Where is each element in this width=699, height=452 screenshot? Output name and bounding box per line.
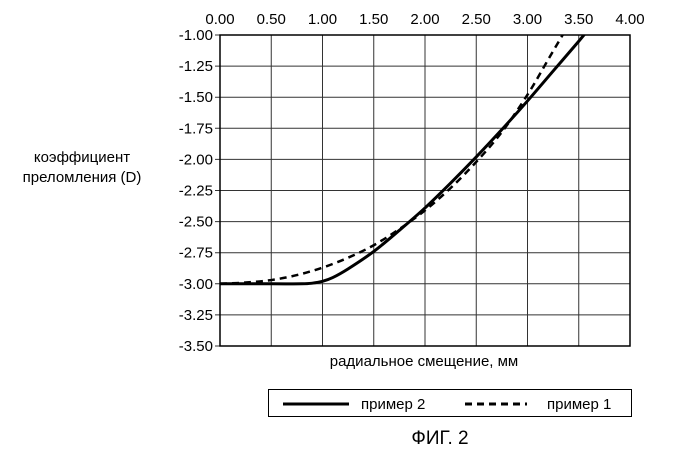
y-tick-label: -1.25 bbox=[179, 58, 213, 75]
legend-label-series-1: пример 1 bbox=[547, 396, 611, 413]
y-tick-label: -1.50 bbox=[179, 89, 213, 106]
x-axis-label: радиальное смещение, мм bbox=[218, 353, 630, 370]
x-tick-label: 4.00 bbox=[615, 11, 644, 28]
x-tick-label: 2.00 bbox=[410, 11, 439, 28]
x-tick-label: 3.00 bbox=[513, 11, 542, 28]
legend-swatch-solid bbox=[283, 401, 349, 407]
y-axis-label-line-2: преломления (D) bbox=[2, 168, 162, 188]
x-tick-label: 0.50 bbox=[257, 11, 286, 28]
series-line-2 bbox=[220, 23, 571, 284]
x-tick-label: 0.00 bbox=[205, 11, 234, 28]
y-tick-label: -1.75 bbox=[179, 120, 213, 137]
figure-caption: ФИГ. 2 bbox=[380, 428, 500, 450]
x-tick-label: 1.00 bbox=[308, 11, 337, 28]
legend-item-series-2: пример 2 bbox=[283, 394, 425, 414]
y-tick-label: -3.00 bbox=[179, 276, 213, 293]
x-tick-labels: 0.00 0.50 1.00 1.50 2.00 2.50 3.00 3.50 4.00 bbox=[205, 11, 644, 28]
y-tick-label: -2.75 bbox=[179, 245, 213, 262]
legend-label-series-2: пример 2 bbox=[361, 396, 425, 413]
y-tick-label: -2.50 bbox=[179, 214, 213, 231]
x-tick-label: 3.50 bbox=[564, 11, 593, 28]
y-tick-label: -3.50 bbox=[179, 338, 213, 355]
y-tick-labels: -1.00 -1.25 -1.50 -1.75 -2.00 -2.25 -2.50 -2.75… bbox=[179, 27, 213, 355]
grid-lines bbox=[215, 35, 630, 346]
y-axis-label: коэффициент преломления (D) bbox=[2, 148, 162, 188]
y-tick-label: -3.25 bbox=[179, 307, 213, 324]
legend-swatch-dashed bbox=[465, 401, 527, 407]
x-tick-label: 1.50 bbox=[359, 11, 388, 28]
series-lines bbox=[220, 23, 589, 284]
legend-item-series-1: пример 1 bbox=[465, 394, 611, 414]
y-tick-label: -2.25 bbox=[179, 183, 213, 200]
y-axis-label-line-1: коэффициент bbox=[2, 148, 162, 168]
y-tick-label: -1.00 bbox=[179, 27, 213, 44]
legend: пример 2 пример 1 bbox=[268, 389, 632, 417]
x-tick-label: 2.50 bbox=[462, 11, 491, 28]
y-tick-label: -2.00 bbox=[179, 151, 213, 168]
series-line-1 bbox=[220, 29, 589, 284]
